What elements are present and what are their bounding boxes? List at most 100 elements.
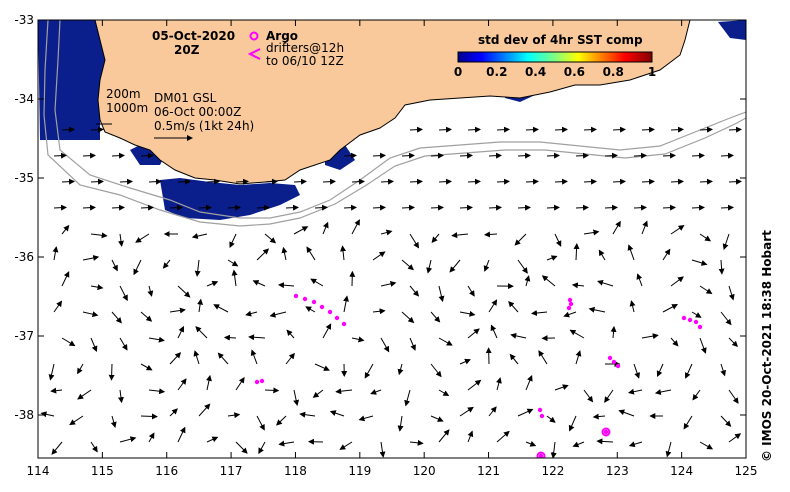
velocity-vector: [568, 415, 577, 432]
drifter-point: [567, 297, 573, 303]
lon-tick-label: 117: [220, 464, 243, 478]
velocity-vector: [61, 178, 75, 185]
velocity-vector: [670, 337, 679, 347]
velocity-vector: [177, 285, 191, 298]
velocity-vector: [61, 224, 70, 235]
velocity-vector: [193, 350, 200, 365]
velocity-vector: [119, 285, 128, 302]
velocity-vector: [563, 311, 577, 318]
velocity-vector: [380, 229, 393, 236]
velocity-vector: [401, 204, 415, 211]
velocity-vector: [656, 363, 664, 378]
velocity-vector: [430, 152, 444, 159]
velocity-vector: [488, 152, 502, 159]
lon-tick-label: 123: [606, 464, 629, 478]
velocity-vector: [264, 233, 277, 244]
velocity-vector: [665, 441, 672, 458]
velocity-vector: [169, 352, 182, 365]
velocity-vector: [728, 433, 742, 443]
velocity-vector: [198, 204, 212, 211]
velocity-vector: [169, 408, 178, 417]
velocity-vector: [312, 389, 324, 398]
velocity-vector: [604, 389, 614, 403]
velocity-vector: [51, 441, 63, 455]
velocity-vector: [339, 441, 353, 450]
velocity-vector: [409, 126, 423, 133]
velocity-vector: [612, 220, 621, 235]
velocity-vector: [720, 415, 732, 427]
velocity-vector: [343, 295, 350, 313]
velocity-vector: [322, 178, 336, 185]
velocity-vector: [286, 329, 295, 339]
velocity-vector: [379, 441, 386, 458]
velocity-vector: [496, 430, 510, 443]
argo-marker-icon: [249, 31, 259, 41]
drifter-point: [615, 363, 621, 369]
velocity-vector: [248, 334, 266, 341]
velocity-vector: [699, 126, 713, 133]
velocity-vector: [525, 374, 533, 391]
velocity-vector: [588, 306, 606, 313]
velocity-vector: [438, 389, 450, 397]
velocity-vector: [490, 324, 498, 339]
drifters-to-label: to 06/10 12Z: [266, 54, 344, 68]
velocity-vector: [370, 389, 382, 395]
velocity-vector: [198, 403, 211, 417]
velocity-vector: [285, 204, 299, 211]
velocity-vector: [90, 178, 104, 185]
velocity-vector: [699, 441, 714, 450]
velocity-vector: [538, 350, 548, 365]
velocity-vector: [488, 406, 497, 417]
velocity-vector: [554, 126, 568, 133]
velocity-vector: [61, 337, 76, 347]
velocity-vector: [662, 248, 671, 261]
velocity-vector: [525, 440, 537, 447]
velocity-vector: [256, 204, 270, 211]
velocity-vector: [227, 259, 239, 267]
lon-tick-label: 118: [284, 464, 307, 478]
velocity-vector: [177, 378, 187, 391]
drifter-tracks: [254, 293, 703, 458]
velocity-vector: [467, 379, 482, 391]
velocity-vector: [133, 259, 142, 276]
velocity-vector: [343, 152, 357, 159]
velocity-vector: [467, 126, 481, 133]
model-time: 06-Oct 00:00Z: [154, 105, 241, 119]
velocity-vector: [699, 233, 712, 242]
velocity-vector: [598, 249, 606, 261]
drifter-point: [539, 413, 545, 419]
velocity-vector: [633, 204, 647, 211]
velocity-vector: [592, 413, 606, 420]
drifter-point: [334, 315, 340, 321]
velocity-vector: [264, 387, 280, 394]
velocity-vector: [409, 233, 420, 249]
velocity-vector: [426, 259, 433, 274]
velocity-vector: [380, 280, 397, 287]
velocity-vector: [276, 415, 287, 426]
velocity-vector: [364, 363, 374, 379]
drifter-point: [259, 378, 265, 384]
velocity-vector: [438, 429, 450, 443]
velocity-vector: [524, 275, 531, 287]
velocity-vector: [662, 204, 676, 211]
velocity-vector: [217, 352, 229, 365]
velocity-vector: [194, 259, 201, 277]
velocity-vector: [358, 415, 374, 422]
velocity-vector: [699, 178, 713, 185]
velocity-vector: [633, 152, 647, 159]
velocity-vector: [169, 307, 186, 314]
velocity-vector: [496, 178, 510, 185]
velocity-vector: [618, 409, 635, 417]
velocity-vector: [269, 311, 287, 318]
velocity-vector: [340, 245, 347, 261]
velocity-vector: [596, 438, 614, 445]
velocity-vector: [351, 219, 360, 235]
velocity-vector: [206, 280, 219, 287]
drifter-point: [311, 299, 317, 305]
velocity-vector: [53, 300, 63, 313]
velocity-vector: [82, 255, 100, 261]
velocity-vector: [692, 389, 701, 401]
velocity-vector: [728, 389, 739, 404]
velocity-vector: [583, 178, 597, 185]
velocity-vector: [281, 246, 288, 261]
